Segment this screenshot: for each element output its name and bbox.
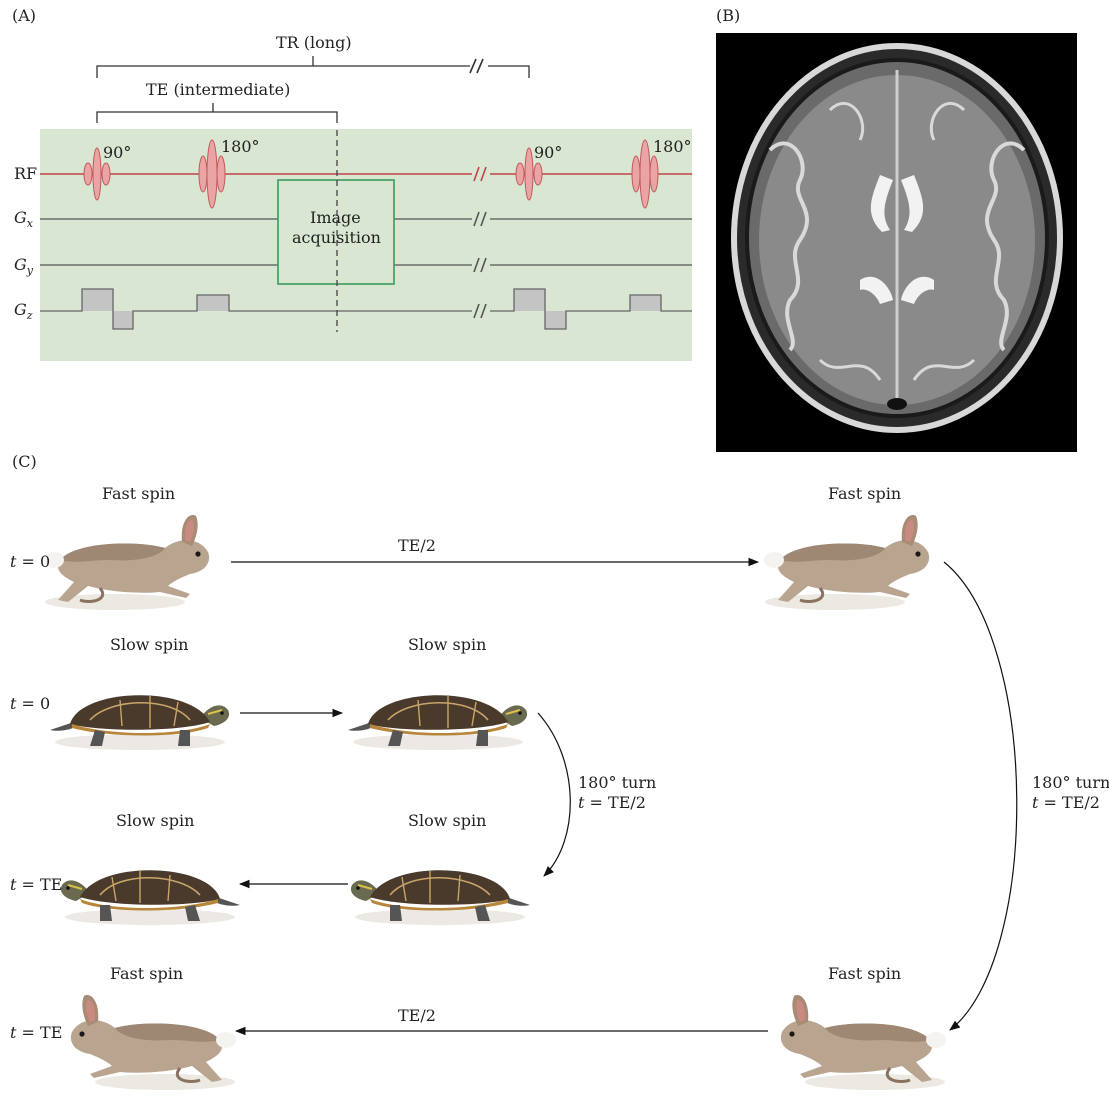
gz-row-label: Gz — [14, 300, 33, 323]
acquisition-label-line2: acquisition — [292, 228, 381, 247]
rabbit-icon — [779, 993, 948, 1092]
te-label: TE (intermediate) — [146, 80, 291, 99]
te-half-label: TE/2 — [398, 1006, 436, 1025]
time-label: t = 0 — [10, 552, 51, 571]
rabbit-icon — [69, 993, 238, 1092]
tr-label: TR (long) — [276, 33, 352, 52]
fast-spin-label: Fast spin — [828, 484, 902, 503]
panel-b-label: (B) — [716, 6, 741, 25]
turn-label-line2: t = TE/2 — [578, 793, 646, 812]
fast-spin-label: Fast spin — [102, 484, 176, 503]
pulse-180-first-label: 180° — [221, 137, 260, 156]
arrow-turtle-turn — [537, 712, 571, 877]
acquisition-label-line1: Image — [310, 208, 361, 227]
tr-bracket — [96, 56, 530, 78]
time-label: t = 0 — [10, 694, 51, 713]
slow-spin-label: Slow spin — [408, 635, 487, 654]
rabbit-icon — [762, 513, 931, 612]
time-label: t = TE — [10, 875, 63, 894]
arrow-rabbit-turn — [943, 561, 1018, 1031]
rf-row-label: RF — [14, 164, 38, 183]
panel-c — [42, 513, 1018, 1092]
slow-spin-label: Slow spin — [408, 811, 487, 830]
panel-a — [40, 56, 692, 361]
time-label: t = TE — [10, 1023, 63, 1042]
turtle-icon — [347, 694, 529, 751]
slow-spin-label: Slow spin — [116, 811, 195, 830]
turtle-icon — [49, 694, 231, 751]
turn-label-line1: 180° turn — [578, 773, 657, 792]
turtle-icon — [59, 869, 241, 926]
fast-spin-label: Fast spin — [110, 964, 184, 983]
turn-label-line2: t = TE/2 — [1032, 793, 1100, 812]
brain-mri-icon — [731, 43, 1063, 433]
te-half-label: TE/2 — [398, 536, 436, 555]
gy-row-label: Gy — [14, 255, 33, 278]
gx-line — [40, 211, 692, 227]
pulse-90-first-label: 90° — [103, 143, 132, 162]
gz-line — [40, 288, 692, 330]
panel-a-label: (A) — [12, 6, 37, 25]
panel-b-mri — [716, 33, 1077, 452]
fast-spin-label: Fast spin — [828, 964, 902, 983]
rabbit-icon — [42, 513, 211, 612]
turn-label-line1: 180° turn — [1032, 773, 1109, 792]
pulse-90-second-label: 90° — [534, 143, 563, 162]
slow-spin-label: Slow spin — [110, 635, 189, 654]
panel-c-label: (C) — [12, 452, 37, 471]
gx-row-label: Gx — [14, 208, 33, 231]
turtle-icon — [349, 869, 531, 926]
image-acquisition-box — [277, 179, 395, 285]
pulse-180-second-label: 180° — [653, 137, 692, 156]
te-bracket — [96, 103, 338, 123]
gy-line — [40, 257, 692, 273]
